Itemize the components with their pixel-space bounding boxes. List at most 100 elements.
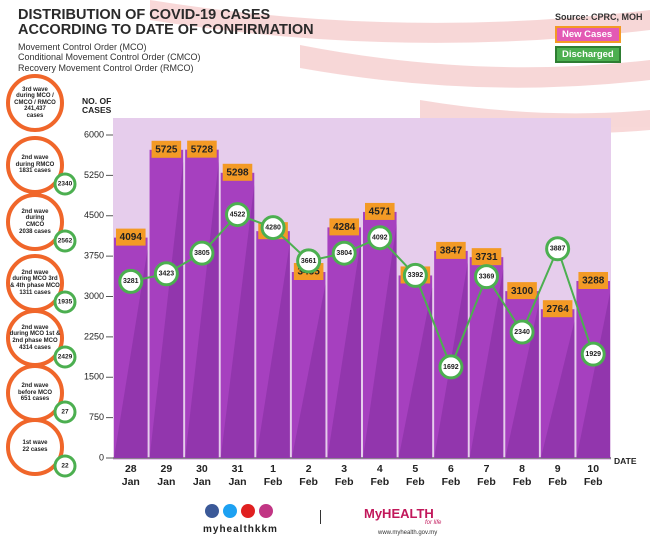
x-tick-label: 3 Feb [334, 463, 354, 489]
y-tick-label: 1500 [84, 372, 104, 382]
discharged-point [189, 240, 215, 266]
discharged-point [118, 268, 144, 294]
value-label-box [365, 202, 395, 220]
wave-circle [6, 418, 64, 476]
y-tick-label: 0 [99, 452, 104, 462]
bar [327, 227, 361, 458]
wave-label: 1st wave 22 cases [22, 440, 48, 453]
value-label-box [436, 241, 466, 259]
x-tick-label: 8 Feb [512, 463, 532, 489]
y-tick-label: 4500 [84, 210, 104, 220]
discharged-label: 3369 [479, 273, 495, 280]
value-label-box [542, 300, 573, 318]
notes: Movement Control Order (MCO) Conditional … [18, 42, 201, 73]
wave-discharged-label: 22 [61, 463, 69, 470]
discharged-label: 4522 [230, 211, 246, 218]
value-label: 4571 [369, 207, 392, 218]
y-tick-label: 3750 [84, 251, 104, 261]
bar-shade [185, 161, 219, 458]
wave-label: 2nd wave during RMCO 1831 cases [15, 155, 55, 175]
value-label-box [329, 218, 359, 236]
discharged-label: 3423 [159, 271, 175, 278]
bar-shade [291, 284, 326, 458]
bar-shade [398, 287, 433, 458]
y-axis-title: NO. OF CASES [82, 96, 112, 115]
value-label-box [151, 140, 182, 158]
discharged-label: 3805 [194, 250, 210, 257]
value-label: 3731 [475, 252, 498, 263]
bar [540, 309, 575, 458]
x-tick-label: 2 Feb [299, 463, 318, 489]
value-label: 5298 [226, 167, 249, 178]
note: Conditional Movement Control Order (CMCO… [18, 52, 201, 63]
note: Recovery Movement Control Order (RMCO) [18, 62, 194, 73]
wave-discharged-label: 2429 [58, 354, 73, 361]
bar-shade [469, 269, 504, 458]
discharged-label: 1692 [443, 364, 459, 371]
x-tick-label: 10 Feb [583, 463, 603, 489]
x-tick-label: 6 Feb [441, 463, 461, 489]
x-tick-label: 1 Feb [263, 463, 283, 489]
discharged-label: 3281 [123, 278, 139, 285]
discharged-point [545, 236, 571, 262]
x-tick-label: 29 Jan [157, 463, 176, 489]
x-tick-label: 5 Feb [406, 463, 425, 489]
wave-discharged [53, 290, 77, 314]
x-tick-label: 4 Feb [370, 463, 390, 489]
wave-discharged [53, 229, 77, 253]
social-icons [205, 504, 273, 518]
wave-label: 2nd wave during MCO 1st & 2nd phase MCO … [9, 324, 61, 351]
bar-shade [363, 223, 397, 458]
discharged-label: 4092 [372, 235, 388, 242]
wave-label: 2nd wave during CMCO 2038 cases [19, 208, 51, 235]
value-label: 5725 [155, 144, 178, 155]
bar-shade [220, 184, 255, 458]
wave-discharged [53, 400, 77, 424]
wave-discharged-label: 27 [61, 409, 69, 416]
discharged-point [367, 225, 393, 251]
note: Movement Control Order (MCO) [18, 42, 147, 52]
bar [291, 272, 326, 458]
discharged-label: 3887 [550, 246, 566, 253]
bar-shade [505, 303, 539, 458]
value-label: 3100 [511, 286, 534, 297]
handle: myhealthkkm [203, 524, 278, 535]
bar [256, 231, 290, 458]
tagline: for life [425, 520, 442, 526]
x-axis-title: DATE [614, 456, 637, 466]
value-label: 5728 [191, 144, 214, 155]
x-tick-label: 9 Feb [548, 463, 567, 489]
y-tick-label: 6000 [84, 129, 104, 139]
bar-shade [540, 321, 575, 458]
discharged-point [509, 319, 535, 345]
legend-item: Discharged [555, 46, 621, 63]
discharged-label: 1929 [585, 351, 601, 358]
wave-discharged [53, 172, 77, 196]
discharged-label: 2340 [514, 329, 530, 336]
discharged-point [438, 354, 464, 380]
bar [149, 149, 184, 458]
wave-discharged [53, 454, 77, 478]
wave-circle [6, 136, 64, 194]
bar-shade [327, 239, 361, 458]
value-label: 3847 [440, 246, 463, 257]
value-label: 3288 [582, 276, 605, 287]
bar [185, 149, 219, 458]
divider [320, 510, 321, 524]
wave-circle [6, 193, 64, 251]
bar-shade [576, 292, 610, 458]
value-label-box [222, 163, 253, 181]
bar [505, 291, 539, 458]
discharged-point [153, 261, 179, 287]
x-tick-label: 31 Jan [228, 463, 247, 489]
value-label-box [578, 271, 608, 289]
bar [469, 257, 504, 458]
brand: MyHEALTH [364, 506, 434, 521]
discharged-point [580, 341, 606, 367]
footer: myhealthkkm MyHEALTH for life www.myheal… [0, 496, 650, 542]
discharged-point [402, 262, 428, 288]
x-tick-label: 7 Feb [477, 463, 496, 489]
y-tick-label: 750 [89, 412, 104, 422]
